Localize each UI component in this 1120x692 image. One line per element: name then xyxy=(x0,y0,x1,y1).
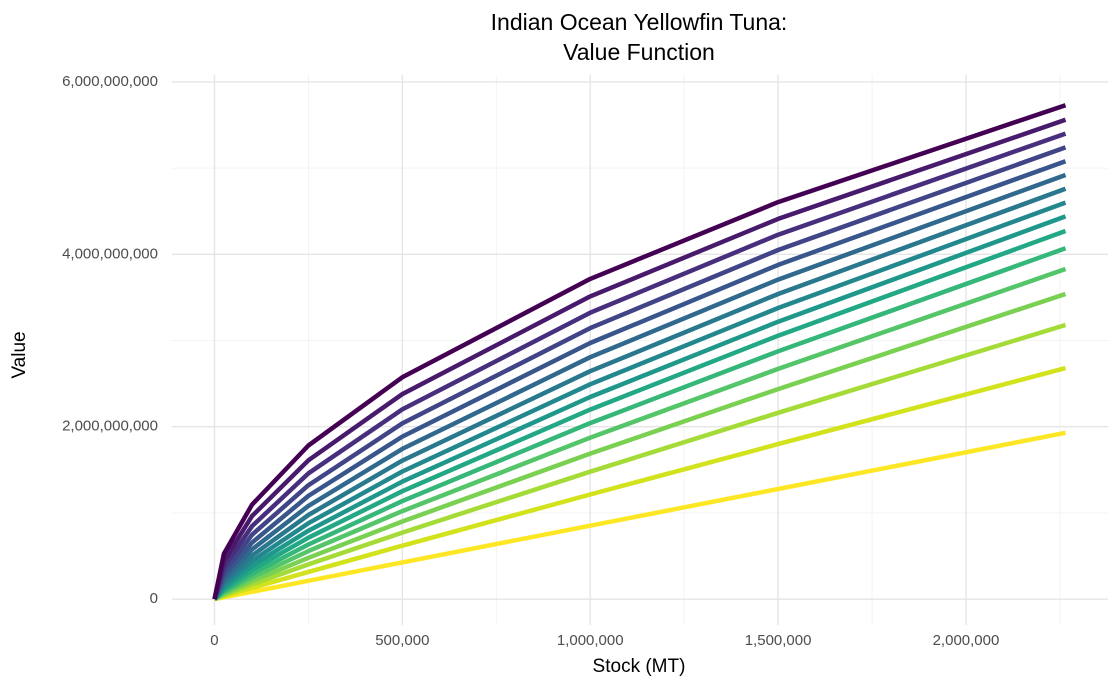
y-tick-label: 4,000,000,000 xyxy=(62,245,158,262)
series-line xyxy=(212,131,1067,600)
series-line xyxy=(212,117,1067,600)
series-line xyxy=(212,145,1067,600)
x-tick-label: 2,000,000 xyxy=(933,632,1000,649)
series-line xyxy=(212,159,1067,600)
y-axis-title: Value xyxy=(9,331,30,378)
chart-title: Value Function xyxy=(563,39,715,65)
x-axis-title: Stock (MT) xyxy=(593,656,686,677)
x-tick-label: 1,500,000 xyxy=(745,632,812,649)
chart-title: Indian Ocean Yellowfin Tuna: xyxy=(491,9,788,35)
series-line xyxy=(212,172,1067,601)
series-line xyxy=(212,186,1067,601)
y-tick-label: 0 xyxy=(150,590,158,607)
x-tick-label: 1,000,000 xyxy=(557,632,624,649)
x-tick-label: 500,000 xyxy=(375,632,429,649)
y-tick-label: 2,000,000,000 xyxy=(62,418,158,435)
x-tick-label: 0 xyxy=(210,632,218,649)
series-line xyxy=(212,103,1067,600)
y-tick-label: 6,000,000,000 xyxy=(62,73,158,90)
